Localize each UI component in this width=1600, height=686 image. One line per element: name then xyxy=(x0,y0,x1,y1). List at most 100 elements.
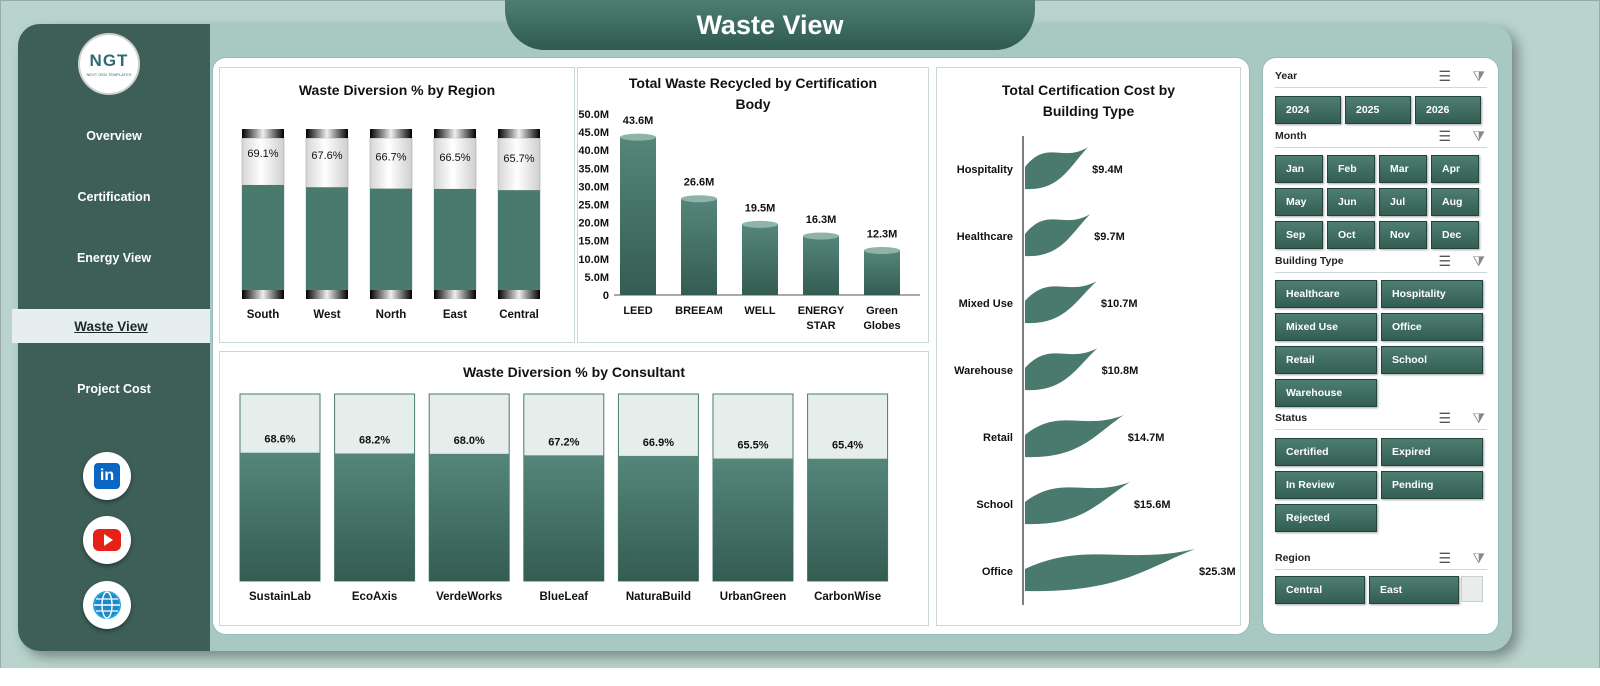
slicer-option-month[interactable]: Apr xyxy=(1431,155,1479,183)
slicer-option-month[interactable]: Jul xyxy=(1379,188,1427,216)
logo-text: NGT xyxy=(89,51,129,70)
consultant-data-label: 65.4% xyxy=(832,440,863,452)
youtube-button[interactable] xyxy=(83,516,131,564)
clear-filter-icon[interactable]: ⧩ xyxy=(1472,550,1486,566)
multi-select-icon[interactable]: ☰ xyxy=(1438,550,1451,566)
linkedin-button[interactable]: in xyxy=(83,452,131,500)
slicer-option-year[interactable]: 2026 xyxy=(1415,96,1481,124)
cert-bar-top xyxy=(803,232,839,240)
slicer-option-month[interactable]: Oct xyxy=(1327,221,1375,249)
slicer-option-status[interactable]: Rejected xyxy=(1275,504,1377,532)
chart-waste-diversion-by-consultant: Waste Diversion % by Consultant 68.6% Sus… xyxy=(219,351,929,626)
y-tick-label: 15.0M xyxy=(578,236,609,248)
slicer-option-month[interactable]: Feb xyxy=(1327,155,1375,183)
chart-waste-diversion-by-region: Waste Diversion % by Region 69.1% South 67… xyxy=(219,67,575,343)
region-bar xyxy=(306,187,348,290)
slicer-option-year[interactable]: 2025 xyxy=(1345,96,1411,124)
cert-category-label: ENERGY xyxy=(798,305,845,317)
slicer-option-month[interactable]: Sep xyxy=(1275,221,1323,249)
slicer-option-building-type[interactable]: Healthcare xyxy=(1275,280,1377,308)
slicer-option-building-type[interactable]: Retail xyxy=(1275,346,1377,374)
nav-item-waste-view[interactable]: Waste View xyxy=(12,309,210,343)
consultant-bar xyxy=(618,455,699,581)
slicer-option-status[interactable]: In Review xyxy=(1275,471,1377,499)
building-bar xyxy=(1025,549,1195,592)
region-data-label: 66.5% xyxy=(439,152,470,164)
cert-category-label: LEED xyxy=(623,305,652,317)
nav-item-certification[interactable]: Certification xyxy=(18,180,210,214)
nav-item-energy-view[interactable]: Energy View xyxy=(18,241,210,275)
building-type-chart-svg: Hospitality $9.4M Healthcare $9.7M Mixed Use… xyxy=(954,136,1236,605)
cert-bar xyxy=(681,198,717,295)
nav-item-project-cost[interactable]: Project Cost xyxy=(18,372,210,406)
slicer-option-month[interactable]: Mar xyxy=(1379,155,1427,183)
multi-select-icon[interactable]: ☰ xyxy=(1438,68,1451,84)
title-tab: Waste View xyxy=(505,0,1035,50)
cert-bar-top xyxy=(681,195,717,203)
slicer-option-month[interactable]: Dec xyxy=(1431,221,1479,249)
y-tick-label: 35.0M xyxy=(578,163,609,175)
region-data-label: 69.1% xyxy=(247,148,278,160)
slicer-option-building-type[interactable]: School xyxy=(1381,346,1483,374)
slicer-scroll-stub[interactable] xyxy=(1461,576,1483,602)
slicer-option-building-type[interactable]: Warehouse xyxy=(1275,379,1377,407)
consultant-data-label: 65.5% xyxy=(737,440,768,452)
slicer-option-status[interactable]: Pending xyxy=(1381,471,1483,499)
website-button[interactable] xyxy=(83,581,131,629)
slicer-option-status[interactable]: Expired xyxy=(1381,438,1483,466)
y-tick-label: 50.0M xyxy=(578,109,609,121)
consultant-data-label: 68.2% xyxy=(359,434,390,446)
slicer-option-month[interactable]: Aug xyxy=(1431,188,1479,216)
youtube-icon xyxy=(93,529,121,551)
consultant-data-label: 67.2% xyxy=(548,436,579,448)
clear-filter-icon[interactable]: ⧩ xyxy=(1472,68,1486,84)
slicer-option-status[interactable]: Certified xyxy=(1275,438,1377,466)
slicer-label: Year xyxy=(1275,70,1298,82)
slicer-option-month[interactable]: Nov xyxy=(1379,221,1427,249)
region-data-label: 65.7% xyxy=(503,153,534,165)
logo: NGT NEXT GEN TEMPLATES xyxy=(78,33,140,95)
clear-filter-icon[interactable]: ⧩ xyxy=(1472,128,1486,144)
nav-label: Overview xyxy=(86,129,142,143)
slicer-option-month[interactable]: Jan xyxy=(1275,155,1323,183)
region-category-label: South xyxy=(247,309,280,321)
slicer-option-month[interactable]: Jun xyxy=(1327,188,1375,216)
multi-select-icon[interactable]: ☰ xyxy=(1438,410,1451,426)
building-category-label: School xyxy=(976,499,1013,511)
slicer-option-month[interactable]: May xyxy=(1275,188,1323,216)
slicer-option-building-type[interactable]: Office xyxy=(1381,313,1483,341)
nav-label: Waste View xyxy=(74,318,148,334)
slicer-option-building-type[interactable]: Mixed Use xyxy=(1275,313,1377,341)
region-bar-cap-top xyxy=(306,129,348,138)
slicer-option-building-type[interactable]: Hospitality xyxy=(1381,280,1483,308)
y-tick-label: 25.0M xyxy=(578,200,609,212)
certification-chart-svg: 0 5.0M 10.0M 15.0M 20.0M 25.0M 30.0M 35.0M 40.0M… xyxy=(578,109,920,332)
multi-select-icon[interactable]: ☰ xyxy=(1438,128,1451,144)
consultant-category-label: NaturaBuild xyxy=(626,591,691,603)
cert-data-label: 26.6M xyxy=(684,177,715,189)
consultant-bar xyxy=(240,452,320,581)
clear-filter-icon[interactable]: ⧩ xyxy=(1472,410,1486,426)
y-tick-label: 45.0M xyxy=(578,127,609,139)
consultant-data-label: 68.0% xyxy=(454,435,485,447)
logo-subtext: NEXT GEN TEMPLATES xyxy=(86,72,132,77)
slicer-option-region[interactable]: East xyxy=(1369,576,1459,604)
slicer-option-year[interactable]: 2024 xyxy=(1275,96,1341,124)
building-category-label: Hospitality xyxy=(957,164,1014,176)
multi-select-icon[interactable]: ☰ xyxy=(1438,253,1451,269)
chart-title: Total Waste Recycled by Certification Bo… xyxy=(628,75,878,112)
building-bar xyxy=(1025,147,1089,190)
consultant-data-label: 68.6% xyxy=(264,434,295,446)
slicer-header-status: Status ☰ ⧩ xyxy=(1275,410,1487,430)
building-category-label: Office xyxy=(982,566,1013,578)
consultant-bar xyxy=(807,458,888,581)
cert-data-label: 16.3M xyxy=(806,214,837,226)
nav-label: Certification xyxy=(77,190,151,204)
region-bar-cap-bottom xyxy=(498,290,540,299)
clear-filter-icon[interactable]: ⧩ xyxy=(1472,253,1486,269)
cert-category-label: BREEAM xyxy=(675,305,723,317)
cert-bar-top xyxy=(864,246,900,254)
nav-item-overview[interactable]: Overview xyxy=(18,119,210,153)
y-tick-label: 0 xyxy=(603,290,609,302)
slicer-option-region[interactable]: Central xyxy=(1275,576,1365,604)
